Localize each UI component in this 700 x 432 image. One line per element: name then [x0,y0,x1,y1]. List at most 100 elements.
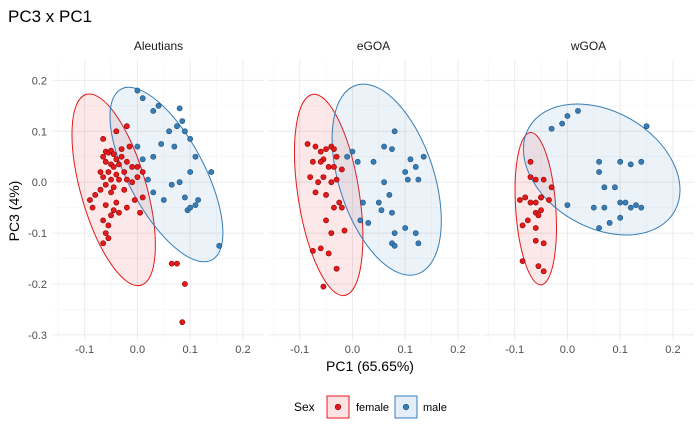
y-tick-label: -0.3 [28,330,47,342]
point-male [187,136,194,142]
point-male [174,123,180,130]
point-male [139,156,146,163]
point-female [89,204,96,211]
point-female [102,202,109,208]
point-male [360,199,366,206]
point-female [532,225,539,231]
point-female [323,146,329,152]
panel-egoa: eGOA -0.1 0.0 0.1 0.2 [268,39,479,356]
facet-label-aleutians: Aleutians [134,39,183,53]
facet-label-wgoa: wGOA [570,39,606,53]
point-male [176,179,183,186]
point-male [638,158,645,165]
point-female [540,268,547,275]
y-tick-label: -0.2 [28,279,47,291]
point-male [601,184,608,191]
point-female [108,189,114,196]
point-female [121,186,128,193]
point-male [208,169,215,175]
ellipse-male [109,86,224,263]
point-male [187,204,194,211]
point-female [517,197,523,203]
point-female [317,148,324,155]
point-female [317,245,324,252]
point-male [354,158,361,165]
point-female [309,248,316,254]
point-female [100,136,107,142]
x-tick-label: 0.2 [450,344,465,356]
point-male [381,179,387,186]
point-female [116,209,122,216]
point-male [596,169,602,175]
point-male [407,156,414,163]
x-tick-label: 0.0 [130,344,145,356]
point-female [535,212,542,219]
point-female [532,237,539,244]
point-male [596,158,602,165]
point-female [320,174,327,180]
point-female [105,235,112,242]
point-female [527,199,534,206]
point-female [307,174,314,180]
point-female [312,143,319,150]
point-male [622,199,629,206]
point-male [134,143,141,150]
point-female [331,204,337,211]
legend-point-male [402,403,410,411]
facet-label-egoa: eGOA [357,39,390,53]
point-male [134,87,141,94]
point-male [182,128,188,135]
point-female [323,217,329,224]
point-male [389,146,395,152]
point-female [100,217,107,224]
point-male [617,199,624,206]
point-male [391,242,398,249]
x-tick-label: 0.2 [665,344,680,356]
point-female [134,164,141,170]
point-female [323,192,329,198]
point-female [102,158,109,165]
point-female [524,217,531,224]
point-female [519,258,526,264]
point-female [336,199,343,206]
y-tick-label: 0.0 [32,177,47,189]
point-female [532,176,539,183]
point-male [150,108,157,114]
point-female [174,260,180,267]
point-female [100,174,107,180]
point-female [304,141,311,147]
point-female [121,169,128,175]
point-male [176,105,183,112]
point-female [179,319,186,326]
point-male [601,204,608,211]
point-male [575,108,581,114]
point-female [113,156,120,163]
point-male [391,128,398,135]
point-female [538,207,544,214]
point-female [92,192,99,198]
point-male [166,128,172,135]
point-male [633,202,639,208]
point-female [338,166,345,173]
point-female [548,184,555,191]
ellipse-male [522,103,681,236]
legend-title: Sex [294,400,315,414]
point-male [349,148,356,155]
point-female [110,184,117,191]
point-female [325,164,332,170]
x-tick-label: 0.1 [398,344,413,356]
y-axis-title: PC3 (4%) [6,181,22,242]
point-female [129,164,136,170]
point-female [328,230,335,236]
legend-label-male: male [423,402,447,414]
point-female [100,240,107,247]
point-female [538,194,544,201]
x-tick-label: 0.2 [235,344,250,356]
point-female [540,240,547,247]
point-female [333,265,340,272]
point-male [389,209,395,216]
point-male [559,120,566,127]
point-female [182,281,188,287]
point-male [420,153,427,160]
